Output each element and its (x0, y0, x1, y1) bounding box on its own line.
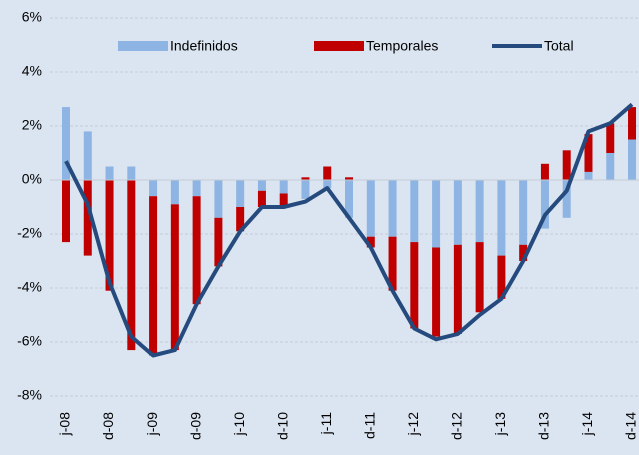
legend-label: Temporales (366, 38, 438, 54)
bar (345, 177, 354, 180)
x-tick-label: j-14 (579, 412, 595, 437)
bar (149, 196, 158, 356)
legend-swatch (314, 41, 364, 51)
bar (540, 163, 549, 180)
bar (62, 107, 70, 180)
x-tick-label: j-08 (57, 412, 73, 437)
bar (366, 180, 375, 237)
y-tick-label: 6% (22, 9, 42, 25)
x-tick-label: j-13 (492, 412, 508, 437)
bar (192, 196, 201, 305)
bar (301, 177, 310, 180)
bar (149, 180, 158, 197)
bar (628, 139, 637, 180)
bar (301, 180, 310, 199)
bar (105, 166, 114, 180)
bar (257, 190, 266, 207)
bar (279, 180, 288, 194)
bar (323, 166, 332, 180)
legend-swatch (118, 41, 168, 51)
bar (432, 247, 441, 337)
bar (606, 123, 615, 153)
x-tick-label: d-10 (274, 412, 290, 440)
x-tick-label: d-08 (100, 412, 116, 440)
bar (388, 180, 397, 237)
bar (366, 236, 375, 248)
x-tick-label: d-13 (536, 412, 552, 440)
x-tick-label: j-11 (318, 412, 334, 436)
bar (432, 180, 441, 248)
bar (475, 242, 484, 313)
x-tick-label: j-09 (144, 412, 160, 437)
bar (562, 150, 571, 180)
bar (236, 207, 245, 232)
bar (62, 180, 70, 243)
y-tick-label: 0% (22, 171, 42, 187)
bar (257, 180, 266, 191)
bar (105, 180, 114, 291)
x-tick-label: j-12 (405, 412, 421, 437)
bar (453, 180, 462, 245)
bar (214, 180, 223, 218)
x-tick-label: d-12 (449, 412, 465, 440)
y-tick-label: -4% (17, 279, 42, 295)
bar (214, 217, 223, 267)
bar (127, 180, 136, 351)
bar (475, 180, 484, 243)
y-tick-label: -6% (17, 333, 42, 349)
legend-label: Indefinidos (170, 38, 238, 54)
bar (127, 166, 136, 180)
bar (628, 107, 637, 140)
y-tick-label: 4% (22, 63, 42, 79)
bar (562, 180, 571, 218)
bar (540, 180, 549, 229)
bar (584, 171, 593, 180)
bar (410, 242, 419, 329)
y-tick-label: -8% (17, 387, 42, 403)
bar (453, 244, 462, 334)
bar (410, 180, 419, 243)
bar (497, 255, 506, 299)
x-tick-label: j-10 (231, 412, 247, 437)
bar (388, 236, 397, 291)
x-tick-label: d-14 (623, 412, 639, 440)
line (64, 102, 634, 358)
bar (519, 244, 528, 261)
bar (279, 193, 288, 207)
bar (323, 180, 332, 189)
legend-label: Total (544, 38, 574, 54)
bar (345, 180, 354, 218)
x-tick-label: d-11 (361, 412, 377, 439)
bar (497, 180, 506, 256)
bar (170, 204, 179, 351)
bar (519, 180, 528, 245)
bar (236, 180, 245, 207)
bar (83, 131, 92, 180)
bar (584, 134, 593, 172)
bar (606, 153, 615, 180)
bar (192, 180, 201, 197)
x-tick-label: d-09 (187, 412, 203, 440)
bar (170, 180, 179, 205)
y-tick-label: 2% (22, 117, 42, 133)
y-tick-label: -2% (17, 225, 42, 241)
bar (83, 180, 92, 256)
